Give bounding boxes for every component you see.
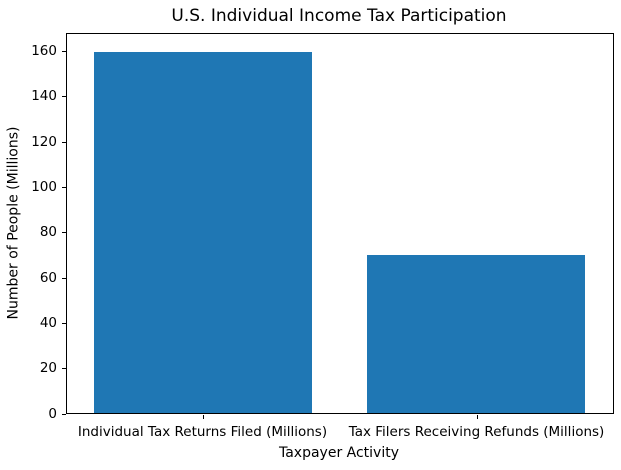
y-tick-mark (61, 322, 66, 324)
x-tick-mark (202, 414, 204, 419)
y-tick-mark (61, 96, 66, 98)
y-tick-label: 20 (39, 360, 57, 377)
x-tick-label: Individual Tax Returns Filed (Millions) (77, 424, 328, 440)
y-axis-label: Number of People (Millions) (5, 126, 22, 320)
bars-layer (67, 34, 613, 413)
y-tick-mark (61, 141, 66, 143)
y-tick-mark (61, 277, 66, 279)
y-tick-label: 140 (31, 88, 57, 105)
x-tick-mark (476, 414, 478, 419)
y-tick-label: 120 (31, 133, 57, 150)
y-tick-label: 60 (39, 269, 57, 286)
y-tick-mark (61, 413, 66, 415)
x-tick-label: Tax Filers Receiving Refunds (Millions) (348, 424, 605, 440)
y-tick-label: 160 (31, 43, 57, 60)
y-tick-label: 40 (39, 314, 57, 331)
y-tick-mark (61, 232, 66, 234)
y-tick-label: 80 (39, 224, 57, 241)
bar-1 (366, 254, 586, 413)
bar-0 (93, 52, 313, 413)
plot-area (65, 33, 614, 414)
y-tick-label: 0 (48, 405, 57, 422)
chart-title: U.S. Individual Income Tax Participation (171, 6, 507, 26)
x-axis-label: Taxpayer Activity (278, 445, 400, 461)
y-tick-label: 100 (31, 179, 57, 195)
y-tick-mark (61, 187, 66, 188)
y-tick-mark (61, 51, 66, 53)
y-tick-mark (61, 368, 66, 370)
